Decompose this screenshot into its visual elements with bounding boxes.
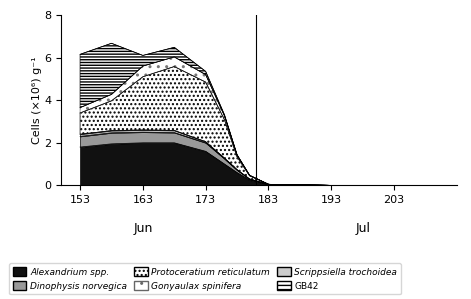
Legend: Alexandrium spp., Dinophysis norvegica, Protoceratium reticulatum, Gonyaulax spi: Alexandrium spp., Dinophysis norvegica, … (9, 263, 401, 295)
Text: Jul: Jul (355, 222, 370, 235)
Y-axis label: Cells (×10⁶) g⁻¹: Cells (×10⁶) g⁻¹ (32, 56, 41, 144)
Text: Jun: Jun (133, 222, 153, 235)
